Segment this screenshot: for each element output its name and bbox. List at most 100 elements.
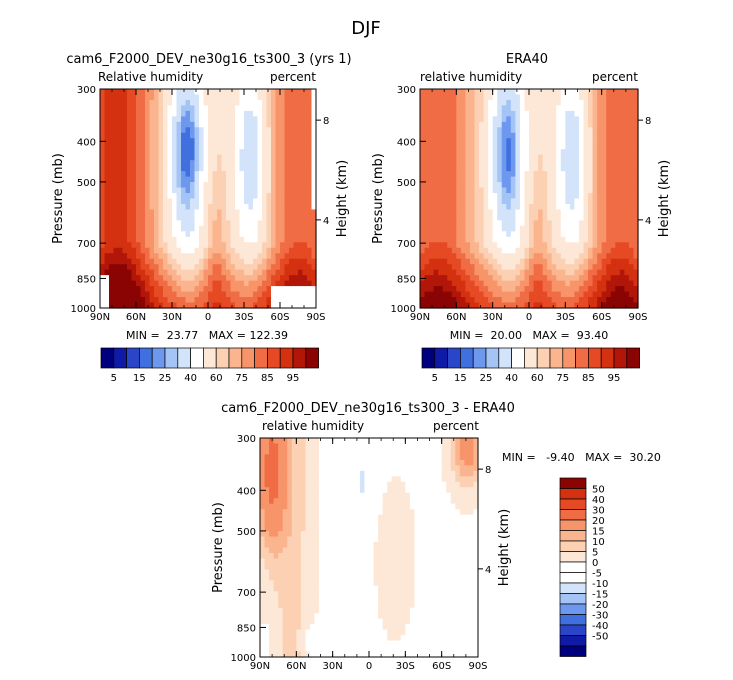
contour-cell (235, 121, 241, 128)
contour-cell (483, 99, 489, 107)
contour-cell (307, 116, 313, 123)
contour-cell (547, 297, 553, 304)
contour-cell (253, 193, 259, 200)
contour-cell (235, 165, 241, 172)
contour-cell (217, 138, 223, 145)
contour-cell (244, 302, 250, 309)
contour-cell (203, 291, 209, 298)
contour-cell (592, 220, 598, 227)
contour-cell (542, 286, 548, 293)
contour-cell (610, 297, 616, 304)
contour-cell (560, 203, 566, 211)
contour-cell (185, 275, 191, 282)
contour-cell (391, 520, 397, 527)
contour-cell (615, 116, 621, 123)
contour-cell (244, 171, 250, 178)
contour-cell (291, 492, 297, 499)
contour-cell (100, 209, 106, 216)
contour-cell (239, 132, 245, 139)
contour-cell (429, 253, 435, 260)
contour-cell (300, 503, 307, 510)
contour-cell (275, 302, 281, 309)
contour-cell (529, 198, 535, 205)
contour-cell (167, 258, 173, 265)
contour-cell (280, 253, 286, 260)
contour-cell (519, 247, 526, 254)
panel-title: ERA40 (506, 52, 548, 67)
contour-cell (479, 132, 485, 139)
contour-cell (323, 465, 329, 472)
contour-cell (464, 443, 470, 450)
contour-cell (302, 264, 308, 271)
contour-cell (451, 286, 457, 293)
contour-cell (311, 176, 317, 183)
contour-cell (199, 116, 205, 123)
contour-cell (515, 231, 521, 238)
contour-cell (515, 143, 521, 150)
contour-cell (289, 94, 295, 101)
contour-cell (217, 242, 223, 249)
contour-cell (565, 225, 571, 232)
contour-cell (282, 503, 288, 510)
contour-cell (199, 214, 205, 221)
contour-cell (341, 465, 347, 472)
contour-cell (601, 242, 607, 249)
contour-cell (260, 492, 266, 499)
contour-cell (524, 193, 530, 200)
contour-cell (257, 143, 263, 150)
contour-cell (282, 542, 288, 549)
contour-cell (619, 105, 625, 112)
contour-cell (149, 165, 155, 172)
contour-cell (424, 275, 430, 282)
contour-cell (483, 132, 489, 139)
panel-left-label: relative humidity (420, 70, 522, 84)
contour-cell (474, 176, 480, 183)
contour-cell (305, 498, 311, 505)
contour-cell (418, 465, 425, 472)
contour-cell (284, 149, 290, 156)
contour-cell (194, 171, 200, 178)
contour-cell (337, 536, 343, 543)
contour-cell (624, 138, 630, 145)
contour-cell (619, 171, 625, 178)
contour-cell (217, 280, 223, 287)
contour-cell (488, 203, 494, 211)
contour-cell (492, 165, 498, 172)
contour-cell (194, 165, 200, 172)
contour-cell (578, 127, 585, 134)
contour-cell (460, 105, 467, 112)
contour-cell (199, 121, 205, 128)
contour-cell (633, 203, 639, 211)
contour-cell (592, 286, 598, 293)
contour-cell (538, 105, 544, 112)
contour-cell (619, 302, 625, 309)
contour-cell (601, 193, 607, 200)
contour-cell (167, 105, 173, 112)
contour-cell (533, 203, 539, 211)
contour-cell (302, 89, 308, 96)
contour-cell (167, 149, 173, 156)
contour-cell (131, 264, 137, 271)
contour-cell (519, 214, 526, 221)
contour-cell (556, 94, 562, 101)
contour-cell (355, 536, 361, 543)
contour-cell (569, 258, 576, 265)
contour-cell (583, 94, 589, 101)
contour-cell (346, 459, 352, 466)
contour-cell (456, 105, 462, 112)
contour-cell (438, 209, 444, 216)
contour-cell (615, 154, 621, 161)
contour-cell (451, 225, 457, 232)
contour-cell (235, 209, 241, 216)
contour-cell (253, 291, 259, 298)
contour-cell (565, 143, 571, 150)
contour-cell (442, 110, 448, 117)
contour-cell (451, 143, 457, 150)
contour-cell (529, 138, 535, 145)
contour-cell (239, 176, 245, 183)
contour-cell (104, 182, 110, 189)
contour-cell (109, 187, 115, 194)
contour-cell (230, 132, 236, 139)
contour-cell (118, 231, 124, 238)
contour-cell (136, 264, 142, 271)
